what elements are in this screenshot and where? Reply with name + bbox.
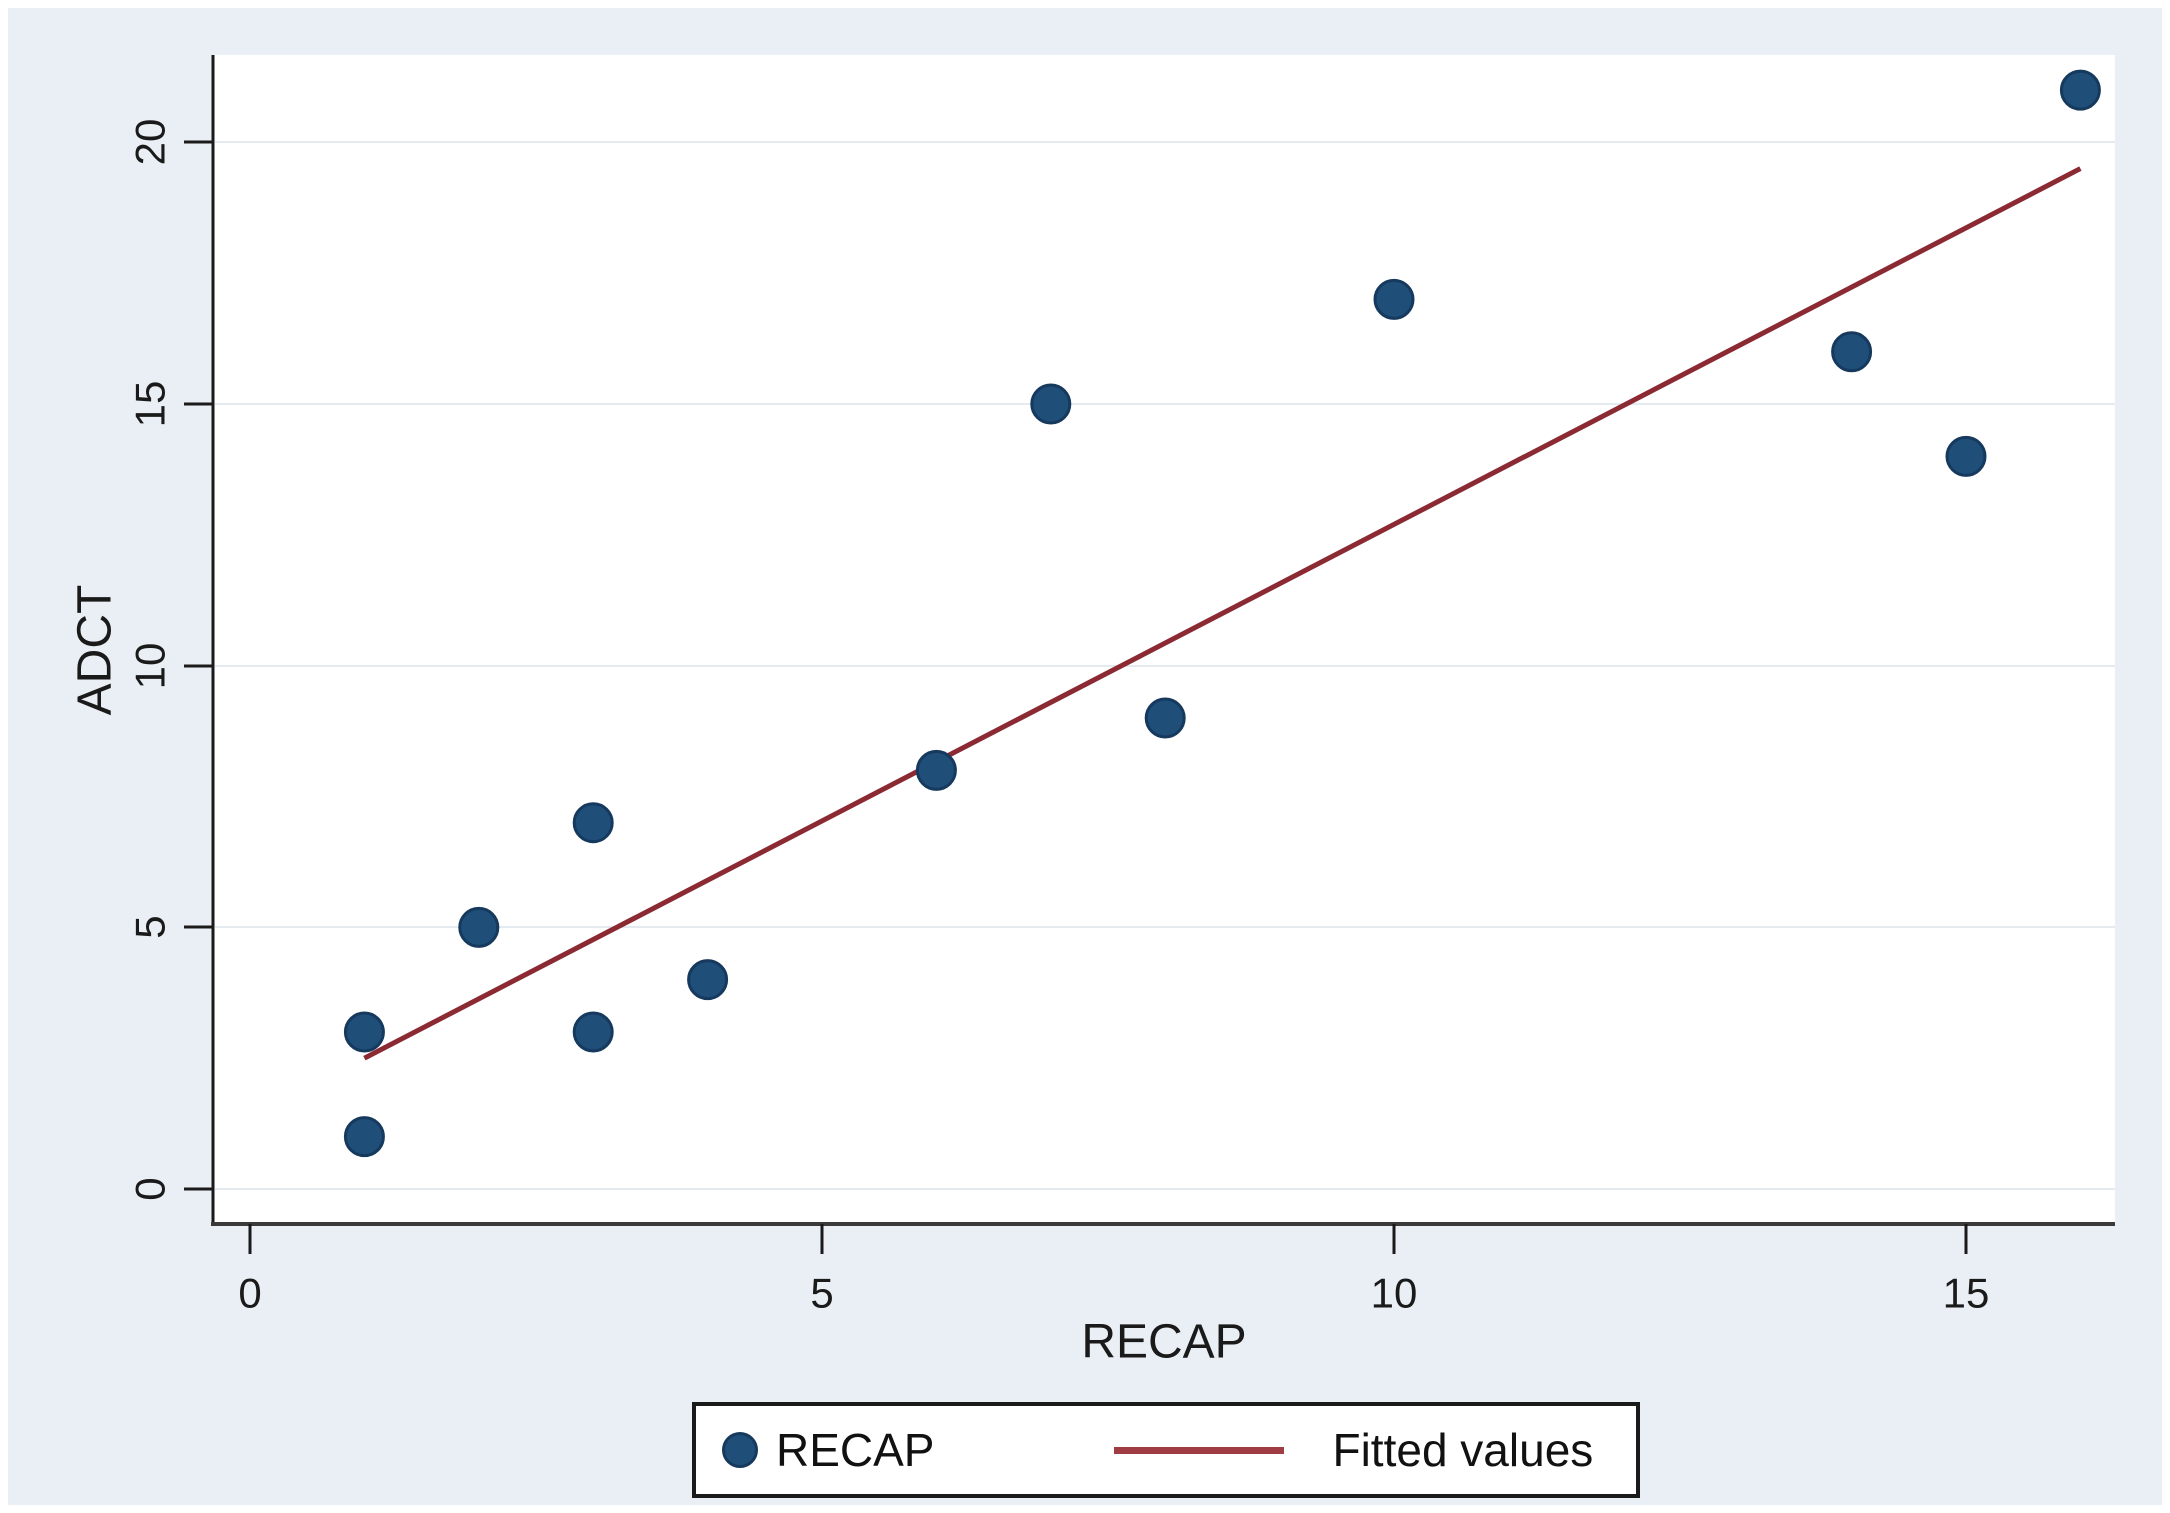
x-tick-15: 15 xyxy=(1943,1270,1990,1317)
legend-fitted-line-icon xyxy=(1114,1446,1285,1454)
gridlines xyxy=(215,141,2115,1190)
chart-figure: 0 5 10 15 20 0 5 10 15 RECAP ADCT RECAP … xyxy=(8,8,2162,1505)
y-tick-15: 15 xyxy=(127,381,174,428)
scatter-point xyxy=(572,1011,614,1053)
x-tick-labels: 0 5 10 15 xyxy=(238,1270,1989,1317)
y-tick-10: 10 xyxy=(127,643,174,690)
scatter-point xyxy=(1030,383,1072,425)
series-layer xyxy=(343,69,2101,1158)
y-tick-20: 20 xyxy=(127,119,174,166)
y-tick-labels: 0 5 10 15 20 xyxy=(127,119,174,1201)
scatter-point xyxy=(1945,435,1987,477)
plot-area xyxy=(213,55,2115,1223)
legend-label-recap: RECAP xyxy=(776,1424,935,1476)
x-tick-10: 10 xyxy=(1371,1270,1418,1317)
scatter-point xyxy=(343,1011,385,1053)
scatter-point xyxy=(1144,697,1186,739)
x-axis-title: RECAP xyxy=(1081,1316,1246,1369)
fitted-line xyxy=(363,166,2082,1061)
y-tick-0: 0 xyxy=(127,1177,174,1200)
scatter-point xyxy=(687,959,729,1001)
legend-label-fitted-values: Fitted values xyxy=(1332,1424,1594,1476)
scatter-point xyxy=(572,802,614,844)
scatter-point xyxy=(915,749,957,791)
y-tick-marks xyxy=(184,140,213,1191)
x-tick-marks xyxy=(248,1224,1968,1254)
scatter-point xyxy=(1373,278,1415,320)
legend-box: RECAP Fitted values xyxy=(692,1402,1640,1498)
y-axis-title: ADCT xyxy=(69,585,122,716)
scatter-point xyxy=(458,906,500,948)
x-tick-0: 0 xyxy=(238,1270,261,1317)
scatter-point xyxy=(343,1116,385,1158)
scatter-point xyxy=(2059,69,2101,111)
legend-marker-recap-icon xyxy=(722,1432,758,1468)
y-tick-5: 5 xyxy=(127,915,174,938)
scatter-point xyxy=(1831,331,1873,373)
x-tick-5: 5 xyxy=(810,1270,833,1317)
